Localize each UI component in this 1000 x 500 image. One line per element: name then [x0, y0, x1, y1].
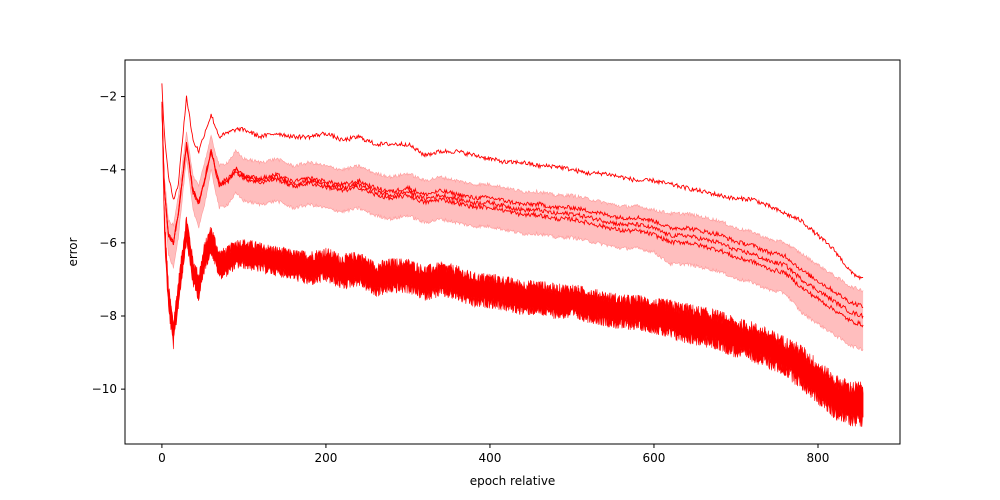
- series-mid-line-3: [161, 101, 864, 309]
- series-mid-band-lower-edge: [161, 102, 864, 352]
- x-tick-label: 600: [643, 451, 666, 465]
- plot-area: [161, 83, 864, 427]
- y-axis-label: error: [66, 237, 80, 266]
- axes-frame: [124, 59, 901, 445]
- y-tick-label: −4: [99, 163, 117, 177]
- x-tick-label: 200: [314, 451, 337, 465]
- y-tick-label: −8: [99, 309, 117, 323]
- x-tick-label: 800: [807, 451, 830, 465]
- x-axis-label: epoch relative: [470, 474, 556, 488]
- series-mid-line-2: [161, 103, 864, 320]
- series-lower-envelope: [161, 103, 864, 427]
- series-upper-line: [161, 83, 864, 281]
- y-tick-label: −10: [92, 382, 117, 396]
- y-axis: −10 −8 −6 −4 −2: [92, 90, 125, 396]
- y-tick-label: −2: [99, 90, 117, 104]
- y-tick-label: −6: [99, 236, 117, 250]
- series-mid-band-upper-edge: [161, 102, 864, 293]
- series-mid-band: [161, 102, 864, 351]
- x-tick-label: 0: [158, 451, 166, 465]
- x-tick-label: 400: [478, 451, 501, 465]
- x-axis: 0 200 400 600 800: [158, 444, 829, 465]
